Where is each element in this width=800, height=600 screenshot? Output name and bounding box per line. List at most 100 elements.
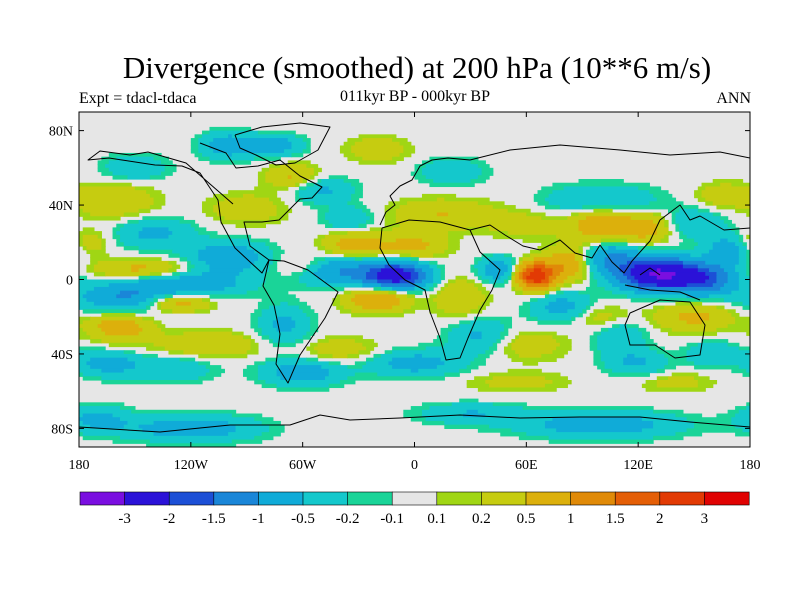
field-cell bbox=[526, 279, 535, 284]
field-cell bbox=[142, 353, 158, 359]
field-cell bbox=[556, 290, 565, 295]
field-cell bbox=[600, 327, 609, 333]
field-cell bbox=[231, 134, 296, 139]
field-cell bbox=[429, 294, 438, 299]
field-cell bbox=[97, 160, 110, 165]
field-cell bbox=[626, 324, 639, 329]
field-cell bbox=[161, 171, 173, 176]
field-cell bbox=[257, 368, 278, 374]
field-cell bbox=[541, 353, 565, 359]
field-cell bbox=[153, 342, 252, 348]
field-cell bbox=[157, 301, 162, 307]
field-cell bbox=[313, 272, 341, 277]
field-cell bbox=[317, 212, 326, 217]
field-cell bbox=[451, 327, 505, 333]
field-cell bbox=[86, 268, 95, 273]
field-cell bbox=[146, 305, 151, 310]
field-cell bbox=[578, 246, 583, 251]
field-cell bbox=[671, 372, 699, 377]
field-cell bbox=[276, 368, 330, 374]
field-cell bbox=[325, 257, 356, 262]
field-cell bbox=[257, 376, 281, 381]
field-cell bbox=[79, 346, 106, 351]
field-cell bbox=[146, 190, 162, 195]
field-cell bbox=[597, 342, 647, 348]
field-cell bbox=[321, 179, 345, 184]
field-cell bbox=[679, 234, 688, 240]
field-cell bbox=[578, 219, 654, 225]
field-cell bbox=[589, 257, 595, 262]
field-cell bbox=[172, 249, 199, 255]
field-cell bbox=[511, 272, 516, 277]
field-cell bbox=[172, 231, 199, 236]
field-cell bbox=[172, 309, 196, 314]
field-cell bbox=[339, 294, 356, 299]
field-cell bbox=[343, 290, 352, 295]
field-cell bbox=[600, 242, 628, 247]
field-cell bbox=[548, 279, 554, 284]
field-cell bbox=[716, 413, 736, 418]
field-cell bbox=[716, 272, 729, 277]
field-cell bbox=[265, 272, 281, 277]
field-cell bbox=[515, 279, 524, 284]
field-cell bbox=[608, 268, 621, 273]
field-cell bbox=[302, 197, 352, 202]
field-cell bbox=[246, 376, 259, 381]
field-cell bbox=[440, 357, 475, 362]
field-cell bbox=[720, 286, 740, 292]
field-cell bbox=[403, 409, 423, 415]
field-cell bbox=[679, 223, 729, 228]
field-cell bbox=[123, 246, 140, 251]
field-cell bbox=[723, 298, 750, 303]
field-cell bbox=[574, 301, 591, 307]
field-cell bbox=[325, 223, 334, 228]
field-cell bbox=[444, 424, 490, 429]
field-cell bbox=[626, 260, 684, 266]
field-cell bbox=[101, 376, 199, 381]
field-cell bbox=[612, 313, 628, 318]
field-cell bbox=[548, 193, 654, 199]
field-cell bbox=[477, 272, 486, 277]
field-cell bbox=[522, 268, 527, 273]
field-cell bbox=[138, 208, 151, 214]
field-cell bbox=[362, 208, 371, 214]
field-cell bbox=[209, 268, 244, 273]
field-cell bbox=[503, 260, 513, 266]
field-cell bbox=[448, 339, 498, 344]
field-cell bbox=[544, 424, 654, 429]
field-cell bbox=[708, 275, 718, 281]
field-cell bbox=[399, 197, 438, 202]
field-cell bbox=[582, 205, 699, 210]
field-cell bbox=[552, 253, 576, 258]
field-cell bbox=[317, 350, 360, 355]
field-cell bbox=[82, 413, 114, 418]
field-cell bbox=[79, 275, 88, 281]
field-cell bbox=[589, 301, 595, 307]
field-cell bbox=[735, 205, 750, 210]
coastline-north-america bbox=[87, 142, 323, 274]
field-cell bbox=[123, 424, 140, 429]
field-cell bbox=[503, 350, 516, 355]
field-cell bbox=[492, 253, 505, 258]
field-cell bbox=[179, 257, 188, 262]
field-cell bbox=[515, 339, 557, 344]
field-cell bbox=[548, 301, 576, 307]
field-cell bbox=[597, 268, 609, 273]
field-cell bbox=[399, 298, 416, 303]
field-cell bbox=[120, 417, 255, 422]
field-cell bbox=[421, 238, 449, 243]
field-cell bbox=[623, 272, 632, 277]
field-cell bbox=[123, 212, 140, 217]
field-cell bbox=[366, 272, 378, 277]
field-cell bbox=[485, 413, 677, 418]
field-cell bbox=[694, 246, 714, 251]
field-cell bbox=[339, 298, 352, 303]
field-cell bbox=[325, 249, 334, 255]
field-cell bbox=[518, 353, 542, 359]
field-cell bbox=[168, 227, 196, 232]
field-cell bbox=[276, 372, 330, 377]
field-cell bbox=[79, 290, 88, 295]
field-cell bbox=[313, 242, 322, 247]
field-cell bbox=[518, 435, 550, 441]
field-cell bbox=[656, 380, 699, 385]
